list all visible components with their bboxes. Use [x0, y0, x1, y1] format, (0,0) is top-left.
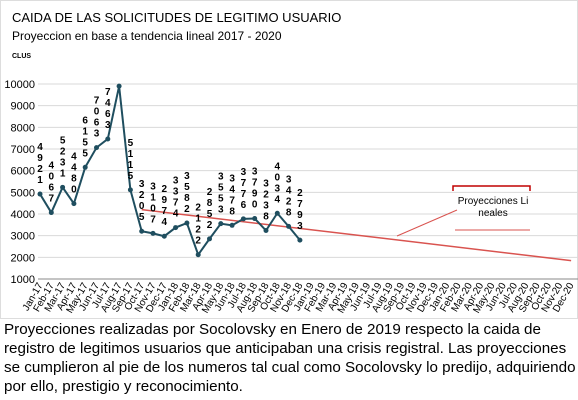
caption: Proyecciones realizadas por Socolovsky e…: [4, 321, 576, 395]
chart-subtitle: Proyeccion en base a tendencia lineal 20…: [12, 29, 282, 43]
data-point: [60, 184, 66, 190]
legend-bracket: [452, 185, 531, 191]
y-tick-label: 7000: [11, 144, 35, 156]
y-tick-label: 10000: [4, 79, 35, 91]
data-point: [48, 210, 54, 216]
data-point: [82, 164, 88, 170]
data-point: [150, 230, 156, 236]
y-tick-label: 3000: [11, 231, 35, 243]
data-point: [37, 191, 43, 197]
y-tick-label: 1000: [11, 274, 35, 286]
y-tick-label: 8000: [11, 122, 35, 134]
data-point: [218, 221, 224, 227]
chart-title: CAIDA DE LAS SOLICITUDES DE LEGITIMO USU…: [12, 10, 341, 25]
data-point: [161, 233, 167, 239]
legend-label: Proyecciones Lineales: [457, 196, 529, 219]
trendline: [141, 208, 572, 262]
y-tick-label: 9000: [11, 101, 35, 113]
y-tick-label: 6000: [11, 166, 35, 178]
data-point: [297, 237, 303, 243]
data-point: [195, 252, 201, 258]
data-point: [240, 216, 246, 222]
data-point: [286, 223, 292, 229]
chart-frame: [0, 0, 578, 319]
y-axis-label: CLUS: [12, 53, 31, 60]
data-point: [94, 145, 99, 151]
y-tick-label: 2000: [11, 252, 35, 264]
data-point: [229, 222, 235, 228]
data-point: [184, 220, 190, 226]
data-point: [173, 225, 179, 231]
chart: CAIDA DE LAS SOLICITUDES DE LEGITIMO USU…: [0, 0, 578, 319]
data-point: [105, 136, 111, 142]
y-tick-label: 5000: [11, 187, 35, 199]
data-point: [263, 228, 269, 234]
data-point: [207, 236, 212, 242]
series-line: [39, 85, 301, 257]
data-point: [116, 83, 122, 89]
data-point: [127, 187, 133, 193]
y-tick-label: 4000: [11, 209, 35, 221]
data-point: [252, 216, 258, 222]
legend-leader: [396, 209, 458, 237]
data-point: [139, 228, 145, 234]
data-point: [71, 201, 77, 207]
data-point: [274, 210, 280, 216]
